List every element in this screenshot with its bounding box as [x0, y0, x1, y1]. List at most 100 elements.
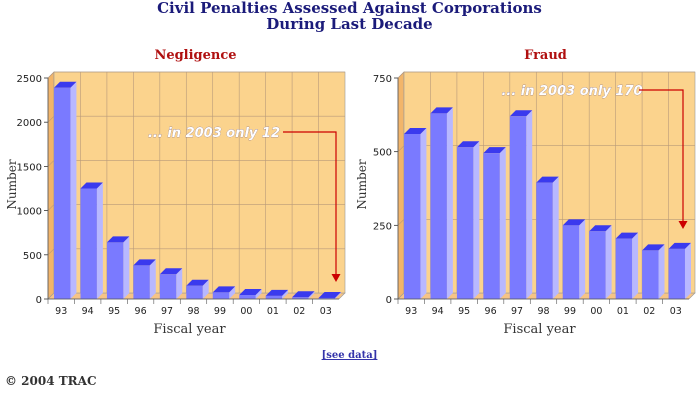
grid-line-side — [397, 145, 405, 152]
y-axis-label: Number — [5, 159, 19, 209]
x-tick-label: 94 — [82, 306, 94, 317]
bar-side — [684, 242, 691, 299]
bar-top — [642, 244, 665, 251]
bar-top — [159, 268, 183, 275]
x-tick-label: 97 — [161, 306, 173, 317]
bar-side — [446, 107, 453, 299]
grid-line-side — [397, 71, 405, 79]
bar-side — [526, 110, 533, 299]
title-line-2: During Last Decade — [266, 15, 433, 33]
bar — [318, 297, 335, 299]
grid-line-side — [47, 71, 55, 79]
x-tick-label: 03 — [670, 306, 682, 317]
bar — [186, 285, 203, 299]
bar-side — [632, 232, 639, 299]
grid-line-side — [397, 219, 405, 226]
x-tick-label: 93 — [405, 306, 417, 317]
bar-top — [239, 289, 262, 296]
grid-line-side — [47, 204, 55, 211]
bar-side — [473, 141, 480, 299]
bar-side — [176, 268, 183, 299]
bar-side — [499, 147, 506, 299]
y-tick-label: 750 — [373, 74, 392, 85]
bar-top — [133, 259, 156, 266]
copyright-text: © 2004 TRAC — [5, 374, 97, 388]
bar-top — [430, 107, 453, 114]
bar-side — [552, 176, 559, 299]
bar — [80, 188, 97, 299]
negligence-chart: Negligence 0 500 1000 1500 2000 2500 93 94 95 96 97… — [5, 48, 346, 337]
x-tick-label: 01 — [617, 306, 629, 317]
y-tick-label: 1000 — [17, 207, 42, 218]
see-data-link[interactable]: [see data] — [321, 350, 378, 361]
x-tick-label: 96 — [135, 306, 147, 317]
bar-side — [420, 127, 427, 299]
bar-top — [404, 127, 427, 134]
x-tick-label: 02 — [293, 306, 305, 317]
bar-top — [483, 147, 506, 154]
bar-side — [334, 291, 341, 299]
bar-top — [509, 110, 533, 117]
annotation-text: ... in 2003 only 12 — [148, 126, 280, 141]
bar-top — [54, 81, 77, 88]
bar-top — [318, 291, 341, 298]
y-tick-label: 2500 — [17, 74, 42, 85]
bar — [562, 225, 580, 299]
bar-side — [149, 259, 156, 299]
bar — [668, 248, 685, 299]
chart-title: Fraud — [524, 48, 567, 63]
x-tick-label: 99 — [564, 306, 576, 317]
annotation-arrow-head — [331, 274, 341, 282]
bar-top — [562, 219, 586, 226]
bar-side — [123, 236, 130, 299]
bar-side — [658, 244, 665, 299]
bar-side — [70, 81, 77, 299]
negligence-chart-panel: Negligence 0 500 1000 1500 2000 2500 93 94 95 96 97… — [0, 44, 349, 344]
bar — [536, 182, 553, 299]
y-tick-label: 500 — [373, 148, 392, 159]
x-tick-label: 95 — [108, 306, 120, 317]
bar — [133, 265, 150, 299]
annotation-arrow-head — [678, 221, 688, 229]
x-tick-label: 98 — [537, 306, 549, 317]
x-tick-label: 00 — [590, 306, 602, 317]
y-tick-label: 0 — [386, 295, 392, 306]
bar — [615, 238, 633, 299]
y-tick-label: 2000 — [17, 118, 42, 129]
bar — [404, 133, 421, 299]
bar-top — [589, 225, 612, 232]
grid-line-side — [47, 115, 55, 123]
x-tick-label: 95 — [458, 306, 470, 317]
grid-line-side — [47, 160, 55, 167]
bar-top — [265, 289, 289, 296]
bar — [212, 292, 230, 299]
bar-side — [282, 289, 289, 299]
bar — [54, 87, 71, 299]
bar-side — [308, 291, 315, 299]
annotation-text: ... in 2003 only 170 — [501, 84, 642, 99]
bar-top — [615, 232, 639, 239]
x-tick-label: 01 — [267, 306, 279, 317]
bar-top — [456, 141, 480, 148]
bar-top — [186, 279, 209, 286]
bar-side — [202, 279, 209, 299]
x-tick-label: 97 — [511, 306, 523, 317]
bar-top — [668, 242, 691, 249]
x-tick-label: 02 — [643, 306, 655, 317]
x-tick-label: 99 — [214, 306, 226, 317]
title-line-1: Civil Penalties Assessed Against Corpora… — [157, 0, 542, 17]
plot-side-wall — [47, 71, 55, 300]
bar — [292, 297, 309, 299]
x-tick-label: 00 — [240, 306, 252, 317]
bar — [642, 250, 659, 299]
annotation-arrow-line — [283, 131, 337, 275]
bar-side — [96, 182, 103, 299]
fraud-chart-panel: Fraud 0 250 500 750 93 94 95 96 97 98 99 00 01 02 03 Fis… — [350, 44, 699, 344]
bar-top — [212, 286, 236, 293]
bar — [265, 295, 283, 299]
x-tick-label: 98 — [187, 306, 199, 317]
y-axis-label: Number — [355, 159, 369, 209]
x-tick-label: 03 — [320, 306, 332, 317]
bar — [159, 274, 177, 299]
bar-top — [292, 291, 315, 298]
